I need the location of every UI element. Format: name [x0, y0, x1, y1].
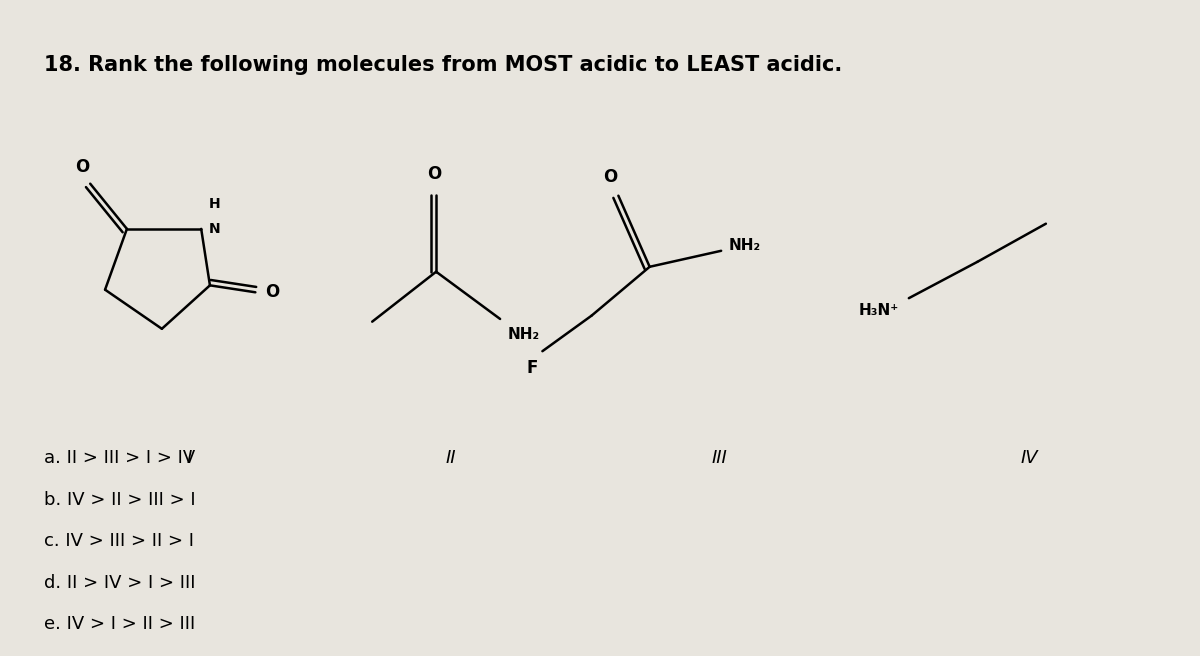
- Text: O: O: [427, 165, 442, 182]
- Text: O: O: [604, 168, 618, 186]
- Text: IV: IV: [1020, 449, 1038, 466]
- Text: III: III: [712, 449, 727, 466]
- Text: O: O: [265, 283, 280, 301]
- Text: II: II: [445, 449, 456, 466]
- Text: NH₂: NH₂: [508, 327, 540, 342]
- Text: F: F: [526, 359, 538, 377]
- Text: 18. Rank the following molecules from MOST acidic to LEAST acidic.: 18. Rank the following molecules from MO…: [44, 54, 842, 75]
- Text: a. II > III > I > IV: a. II > III > I > IV: [44, 449, 196, 468]
- Text: b. IV > II > III > I: b. IV > II > III > I: [44, 491, 196, 509]
- Text: I: I: [186, 449, 192, 466]
- Text: e. IV > I > II > III: e. IV > I > II > III: [44, 615, 196, 633]
- Text: c. IV > III > II > I: c. IV > III > II > I: [44, 533, 194, 550]
- Text: H₃N⁺: H₃N⁺: [859, 303, 899, 318]
- Text: O: O: [76, 158, 89, 176]
- Text: d. II > IV > I > III: d. II > IV > I > III: [44, 574, 196, 592]
- Text: N: N: [209, 222, 221, 236]
- Text: H: H: [209, 197, 221, 211]
- Text: NH₂: NH₂: [730, 238, 761, 253]
